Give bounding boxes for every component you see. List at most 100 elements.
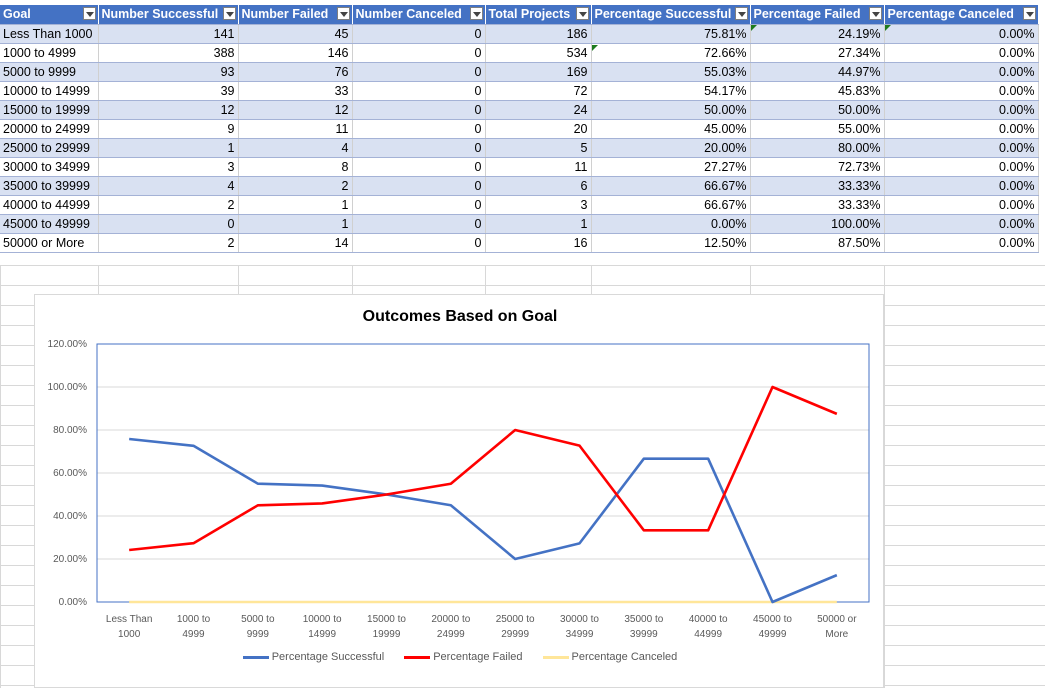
filter-dropdown-icon[interactable] bbox=[868, 7, 882, 20]
value-cell[interactable]: 33.33% bbox=[750, 195, 885, 215]
value-cell[interactable]: 0.00% bbox=[884, 62, 1039, 82]
value-cell[interactable]: 0 bbox=[352, 62, 486, 82]
value-cell[interactable]: 9 bbox=[98, 119, 239, 139]
value-cell[interactable]: 2 bbox=[98, 195, 239, 215]
value-cell[interactable]: 50.00% bbox=[750, 100, 885, 120]
value-cell[interactable]: 0 bbox=[352, 176, 486, 196]
value-cell[interactable]: 0 bbox=[98, 214, 239, 234]
value-cell[interactable]: 12 bbox=[238, 100, 353, 120]
value-cell[interactable]: 0 bbox=[352, 24, 486, 44]
value-cell[interactable]: 12 bbox=[98, 100, 239, 120]
error-indicator[interactable] bbox=[592, 45, 598, 51]
filter-dropdown-icon[interactable] bbox=[734, 7, 748, 20]
value-cell[interactable]: 54.17% bbox=[591, 81, 751, 101]
error-indicator[interactable] bbox=[751, 25, 757, 31]
value-cell[interactable]: 100.00% bbox=[750, 214, 885, 234]
filter-dropdown-icon[interactable] bbox=[222, 7, 236, 20]
value-cell[interactable]: 16 bbox=[485, 233, 592, 253]
value-cell[interactable]: 0.00% bbox=[884, 81, 1039, 101]
value-cell[interactable]: 388 bbox=[98, 43, 239, 63]
value-cell[interactable]: 0.00% bbox=[884, 24, 1039, 44]
error-indicator[interactable] bbox=[885, 25, 891, 31]
value-cell[interactable]: 72.66% bbox=[591, 43, 751, 63]
goal-cell[interactable]: 5000 to 9999 bbox=[0, 62, 99, 82]
goal-cell[interactable]: 40000 to 44999 bbox=[0, 195, 99, 215]
filter-dropdown-icon[interactable] bbox=[575, 7, 589, 20]
value-cell[interactable]: 0 bbox=[352, 195, 486, 215]
value-cell[interactable]: 0 bbox=[352, 157, 486, 177]
value-cell[interactable]: 72 bbox=[485, 81, 592, 101]
value-cell[interactable]: 0.00% bbox=[884, 43, 1039, 63]
value-cell[interactable]: 5 bbox=[485, 138, 592, 158]
value-cell[interactable]: 0.00% bbox=[884, 195, 1039, 215]
value-cell[interactable]: 1 bbox=[485, 214, 592, 234]
value-cell[interactable]: 0 bbox=[352, 100, 486, 120]
value-cell[interactable]: 0.00% bbox=[884, 138, 1039, 158]
filter-dropdown-icon[interactable] bbox=[82, 7, 96, 20]
value-cell[interactable]: 6 bbox=[485, 176, 592, 196]
goal-cell[interactable]: 50000 or More bbox=[0, 233, 99, 253]
value-cell[interactable]: 72.73% bbox=[750, 157, 885, 177]
value-cell[interactable]: 0 bbox=[352, 43, 486, 63]
goal-cell[interactable]: 20000 to 24999 bbox=[0, 119, 99, 139]
value-cell[interactable]: 0 bbox=[352, 119, 486, 139]
outcomes-chart[interactable]: Outcomes Based on Goal 0.00% 20.00% 40.00%… bbox=[34, 294, 884, 688]
value-cell[interactable]: 75.81% bbox=[591, 24, 751, 44]
value-cell[interactable]: 2 bbox=[98, 233, 239, 253]
value-cell[interactable]: 4 bbox=[238, 138, 353, 158]
legend-item[interactable]: Percentage Failed bbox=[404, 651, 523, 663]
value-cell[interactable]: 534 bbox=[485, 43, 592, 63]
value-cell[interactable]: 0.00% bbox=[884, 214, 1039, 234]
value-cell[interactable]: 146 bbox=[238, 43, 353, 63]
value-cell[interactable]: 93 bbox=[98, 62, 239, 82]
value-cell[interactable]: 11 bbox=[485, 157, 592, 177]
value-cell[interactable]: 169 bbox=[485, 62, 592, 82]
value-cell[interactable]: 1 bbox=[98, 138, 239, 158]
value-cell[interactable]: 14 bbox=[238, 233, 353, 253]
filter-dropdown-icon[interactable] bbox=[469, 7, 483, 20]
value-cell[interactable]: 0.00% bbox=[884, 119, 1039, 139]
value-cell[interactable]: 2 bbox=[238, 176, 353, 196]
value-cell[interactable]: 45.00% bbox=[591, 119, 751, 139]
value-cell[interactable]: 27.27% bbox=[591, 157, 751, 177]
value-cell[interactable]: 27.34% bbox=[750, 43, 885, 63]
value-cell[interactable]: 4 bbox=[98, 176, 239, 196]
value-cell[interactable]: 24.19% bbox=[750, 24, 885, 44]
value-cell[interactable]: 87.50% bbox=[750, 233, 885, 253]
value-cell[interactable]: 0 bbox=[352, 81, 486, 101]
legend-item[interactable]: Percentage Successful bbox=[242, 651, 384, 663]
goal-cell[interactable]: 25000 to 29999 bbox=[0, 138, 99, 158]
goal-cell[interactable]: 1000 to 4999 bbox=[0, 43, 99, 63]
value-cell[interactable]: 3 bbox=[485, 195, 592, 215]
value-cell[interactable]: 1 bbox=[238, 214, 353, 234]
value-cell[interactable]: 186 bbox=[485, 24, 592, 44]
goal-cell[interactable]: 35000 to 39999 bbox=[0, 176, 99, 196]
value-cell[interactable]: 0 bbox=[352, 214, 486, 234]
goal-cell[interactable]: 30000 to 34999 bbox=[0, 157, 99, 177]
value-cell[interactable]: 20 bbox=[485, 119, 592, 139]
value-cell[interactable]: 20.00% bbox=[591, 138, 751, 158]
goal-cell[interactable]: 45000 to 49999 bbox=[0, 214, 99, 234]
value-cell[interactable]: 0.00% bbox=[884, 233, 1039, 253]
value-cell[interactable]: 66.67% bbox=[591, 176, 751, 196]
value-cell[interactable]: 45.83% bbox=[750, 81, 885, 101]
value-cell[interactable]: 66.67% bbox=[591, 195, 751, 215]
value-cell[interactable]: 0.00% bbox=[884, 100, 1039, 120]
value-cell[interactable]: 3 bbox=[98, 157, 239, 177]
value-cell[interactable]: 33.33% bbox=[750, 176, 885, 196]
goal-cell[interactable]: 10000 to 14999 bbox=[0, 81, 99, 101]
value-cell[interactable]: 55.03% bbox=[591, 62, 751, 82]
value-cell[interactable]: 141 bbox=[98, 24, 239, 44]
goal-cell[interactable]: Less Than 1000 bbox=[0, 24, 99, 44]
value-cell[interactable]: 39 bbox=[98, 81, 239, 101]
value-cell[interactable]: 0.00% bbox=[884, 176, 1039, 196]
value-cell[interactable]: 80.00% bbox=[750, 138, 885, 158]
goal-cell[interactable]: 15000 to 19999 bbox=[0, 100, 99, 120]
value-cell[interactable]: 0.00% bbox=[591, 214, 751, 234]
value-cell[interactable]: 1 bbox=[238, 195, 353, 215]
value-cell[interactable]: 44.97% bbox=[750, 62, 885, 82]
value-cell[interactable]: 33 bbox=[238, 81, 353, 101]
value-cell[interactable]: 0.00% bbox=[884, 157, 1039, 177]
legend-item[interactable]: Percentage Canceled bbox=[542, 651, 677, 663]
value-cell[interactable]: 0 bbox=[352, 233, 486, 253]
